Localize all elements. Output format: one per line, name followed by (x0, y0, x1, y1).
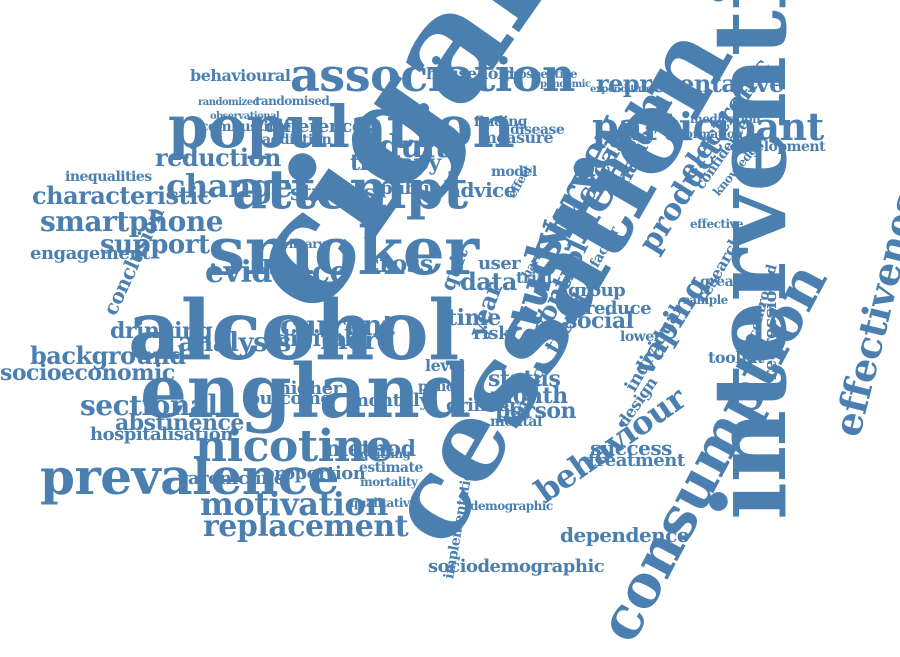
cloud-word: medication (690, 112, 761, 126)
cloud-word: sample (683, 293, 728, 307)
cloud-word: randomised (255, 94, 330, 108)
cloud-word: engagement (30, 243, 150, 264)
cloud-word: month (490, 383, 568, 409)
cloud-word: quitting (360, 447, 411, 461)
cloud-word: background (30, 341, 186, 370)
cloud-word: studies (290, 180, 376, 206)
cloud-word: disease (510, 122, 565, 138)
cloud-word: treatment (588, 450, 685, 471)
cloud-word: primary (275, 237, 325, 251)
cloud-word: public (380, 178, 440, 199)
cloud-word: smartphone (40, 205, 224, 238)
cloud-word: replacement (203, 509, 409, 544)
cloud-word: attempt (232, 157, 468, 221)
cloud-word: outcome (248, 388, 332, 409)
cloud-word: abstinence (115, 410, 244, 436)
cloud-word: england (140, 349, 471, 435)
cloud-word: time (447, 305, 501, 331)
cloud-word: sociodemographic (428, 556, 605, 577)
cloud-word: pandemic (540, 79, 591, 90)
cloud-word: observational (210, 111, 280, 122)
cloud-word: estimate (359, 460, 423, 476)
cloud-word: digital (275, 326, 352, 352)
cloud-word: information (668, 127, 743, 141)
cloud-word: adult (358, 127, 449, 165)
cloud-word: varenicline (178, 468, 285, 489)
cloud-word: success (590, 436, 672, 460)
cloud-word: effectiveness (824, 167, 900, 441)
cloud-word: higher (278, 378, 342, 399)
cloud-word: representative (596, 69, 784, 98)
cloud-word: socioeconomic (0, 360, 175, 386)
cloud-word: therapy (350, 150, 441, 176)
cloud-word: measure (480, 128, 554, 147)
cloud-word: support (100, 230, 210, 260)
cloud-word: change (166, 167, 293, 205)
cloud-word: toolkit (708, 348, 764, 367)
cloud-word: risk (473, 323, 510, 344)
cloud-word: development (730, 139, 826, 155)
cloud-word: status (488, 366, 561, 392)
cloud-word: addiction (262, 132, 332, 148)
cloud-word: effective (690, 217, 744, 231)
cloud-word: population (168, 93, 515, 161)
cloud-word: qualitative (350, 496, 417, 510)
cloud-word: prevalence (40, 447, 339, 506)
cloud-word: demographic (470, 499, 553, 513)
cloud-word: monthly (350, 390, 430, 411)
cloud-word: reduction (155, 143, 281, 172)
cloud-word: behavioural (190, 66, 291, 85)
cloud-word: inequalities (65, 169, 152, 185)
cloud-word: more (320, 326, 394, 356)
cloud-word: motivation (200, 485, 389, 523)
cloud-word: mental (490, 414, 542, 430)
cloud-word: lower (620, 329, 661, 345)
cloud-word: social (565, 308, 634, 334)
cloud-word: reduce (585, 298, 652, 319)
cloud-word: household (426, 64, 515, 83)
cloud-word: evidence (205, 255, 349, 290)
cloud-word: finding (474, 114, 528, 130)
cloud-word: cross (365, 249, 433, 278)
cloud-word: greater (700, 274, 755, 290)
cloud-word: mortality (360, 475, 418, 489)
cloud-word: user (478, 253, 521, 274)
cloud-word: proportion (262, 463, 366, 484)
cloud-word: drinker (446, 395, 518, 416)
cloud-word: analysis (178, 328, 291, 358)
cloud-word: participant (592, 104, 824, 149)
cloud-word: group (568, 280, 626, 301)
cloud-word: policy (418, 379, 462, 395)
cloud-word: method (325, 436, 416, 462)
cloud-word: alcohol (128, 283, 459, 379)
cloud-word: combustible (200, 119, 291, 135)
cloud-word: expenditure (590, 84, 652, 95)
cloud-word: data (460, 267, 517, 296)
cloud-word: advice (448, 178, 517, 202)
cloud-word: smoker (208, 212, 479, 290)
cloud-word: dependence (560, 523, 690, 547)
cloud-word: randomized (198, 97, 260, 108)
cloud-word: sectional (80, 389, 218, 422)
cloud-word: trial (516, 268, 552, 287)
cloud-word: current (280, 309, 395, 342)
cloud-word: association (290, 48, 575, 102)
cloud-word: model (491, 164, 537, 180)
cloud-word: person (495, 398, 577, 424)
cloud-word: drinking (110, 318, 213, 344)
cloud-word: difference (265, 116, 363, 137)
cloud-word: prospective (505, 67, 578, 81)
cloud-word: characteristic (32, 181, 212, 210)
cloud-word: hospitalisation (90, 424, 233, 445)
cloud-word: level (425, 356, 465, 375)
cloud-word: nicotine (195, 421, 393, 472)
